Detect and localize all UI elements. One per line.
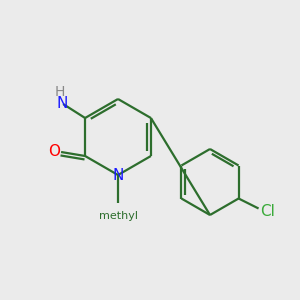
Text: Cl: Cl — [260, 204, 275, 219]
Text: H: H — [55, 85, 65, 99]
Text: N: N — [56, 95, 68, 110]
Text: O: O — [48, 143, 60, 158]
Text: N: N — [112, 167, 124, 182]
Text: methyl: methyl — [98, 211, 137, 221]
